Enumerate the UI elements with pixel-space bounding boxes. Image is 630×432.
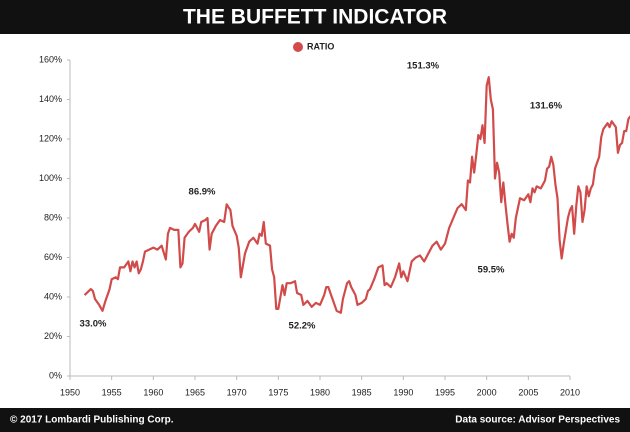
x-tick-label: 1960: [143, 387, 163, 397]
y-tick-label: 20%: [44, 331, 62, 341]
x-tick-label: 1965: [185, 387, 205, 397]
title-bar: [0, 0, 630, 34]
y-tick-label: 60%: [44, 252, 62, 262]
annotation: 59.5%: [478, 265, 505, 276]
x-tick-label: 1990: [393, 387, 413, 397]
y-tick-label: 120%: [39, 133, 62, 143]
chart-title: THE BUFFETT INDICATOR: [183, 6, 447, 29]
y-tick-label: 140%: [39, 94, 62, 104]
x-tick-label: 1970: [227, 387, 247, 397]
y-tick-label: 40%: [44, 291, 62, 301]
x-tick-label: 1950: [60, 387, 80, 397]
y-tick-label: 160%: [39, 54, 62, 64]
annotation: 86.9%: [189, 187, 216, 198]
annotation: 52.2%: [289, 321, 316, 332]
footer-bar: [0, 408, 630, 432]
y-tick-label: 80%: [44, 212, 62, 222]
x-tick-label: 2005: [518, 387, 538, 397]
annotation: 33.0%: [80, 319, 107, 330]
legend-swatch: [293, 42, 303, 52]
x-tick-label: 1955: [102, 387, 122, 397]
footer-left: © 2017 Lombardi Publishing Corp.: [10, 415, 174, 426]
legend-label: RATIO: [307, 41, 334, 51]
footer-right: Data source: Advisor Perspectives: [455, 415, 620, 426]
annotation: 131.6%: [530, 101, 563, 112]
x-tick-label: 1980: [310, 387, 330, 397]
annotation: 151.3%: [407, 61, 440, 72]
x-tick-label: 2010: [560, 387, 580, 397]
line: [83, 76, 630, 314]
y-tick-label: 0%: [49, 370, 62, 380]
x-tick-label: 1995: [435, 387, 455, 397]
x-tick-label: 1975: [268, 387, 288, 397]
x-tick-label: 2000: [477, 387, 497, 397]
x-tick-label: 1985: [352, 387, 372, 397]
y-tick-label: 100%: [39, 173, 62, 183]
